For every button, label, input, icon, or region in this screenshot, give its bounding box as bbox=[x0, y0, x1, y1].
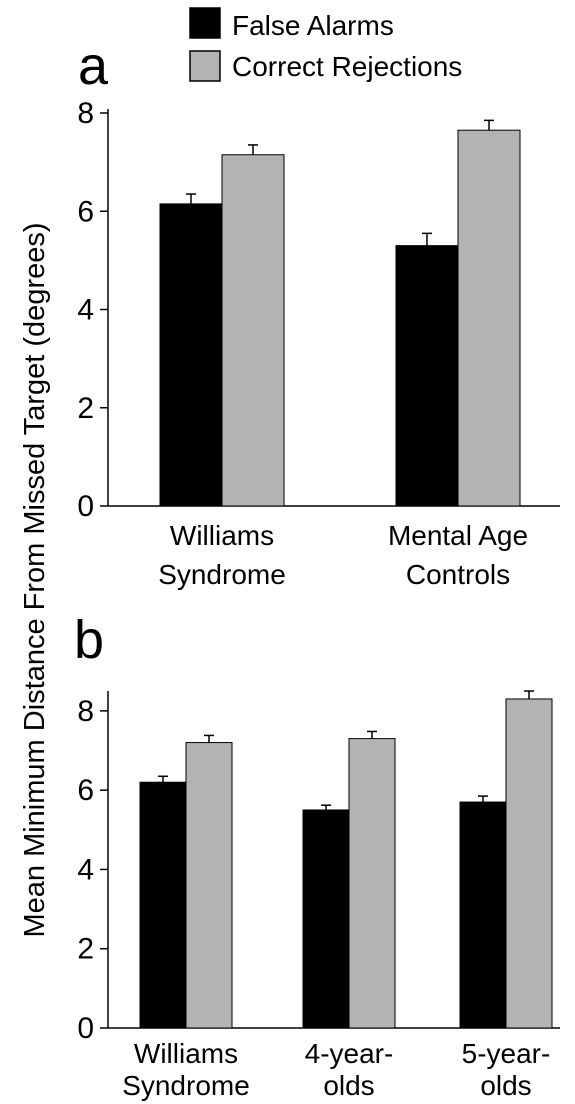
y-axis-label: Mean Minimum Distance From Missed Target… bbox=[19, 222, 51, 937]
panel-b-plot: 02468WilliamsSyndrome4-year-olds5-year-o… bbox=[77, 690, 560, 1101]
y-tick-label: 0 bbox=[77, 490, 94, 523]
y-tick-label: 4 bbox=[77, 853, 94, 886]
bar bbox=[348, 738, 396, 1029]
category-label: 4-year- bbox=[305, 1038, 394, 1069]
y-tick-label: 6 bbox=[77, 774, 94, 807]
bar bbox=[185, 742, 233, 1029]
legend-swatch-correct-rejections bbox=[189, 50, 221, 82]
category-label: Controls bbox=[406, 559, 510, 590]
category-label: 5-year- bbox=[462, 1038, 551, 1069]
category-label: Williams bbox=[134, 1038, 238, 1069]
bar bbox=[302, 809, 350, 1029]
y-tick-label: 8 bbox=[77, 97, 94, 130]
bar bbox=[159, 203, 223, 507]
y-tick-label: 4 bbox=[77, 294, 94, 327]
legend-label-correct-rejections: Correct Rejections bbox=[232, 51, 462, 82]
bar bbox=[139, 781, 187, 1029]
category-label: olds bbox=[480, 1070, 531, 1101]
category-label: Syndrome bbox=[158, 559, 286, 590]
category-label: Mental Age bbox=[388, 520, 528, 551]
bar bbox=[457, 129, 521, 507]
panel-label-a: a bbox=[78, 36, 109, 96]
category-label: olds bbox=[323, 1070, 374, 1101]
panel-a-plot: 0 2 4 6 8 Williams Syndrome Mental Age Controls bbox=[77, 97, 560, 590]
bar bbox=[505, 698, 553, 1029]
category-label: Williams bbox=[170, 520, 274, 551]
legend-swatch-false-alarms bbox=[189, 7, 221, 39]
y-tick-label: 0 bbox=[77, 1012, 94, 1045]
y-tick-label: 8 bbox=[77, 695, 94, 728]
bar bbox=[395, 245, 459, 507]
y-tick-label: 2 bbox=[77, 392, 94, 425]
category-label: Syndrome bbox=[122, 1070, 250, 1101]
bar bbox=[221, 154, 285, 507]
legend-label-false-alarms: False Alarms bbox=[232, 10, 394, 41]
y-tick-label: 2 bbox=[77, 933, 94, 966]
legend: False Alarms Correct Rejections bbox=[189, 7, 462, 82]
y-tick-label: 6 bbox=[77, 195, 94, 228]
bar bbox=[459, 801, 507, 1029]
panel-label-b: b bbox=[74, 610, 104, 670]
